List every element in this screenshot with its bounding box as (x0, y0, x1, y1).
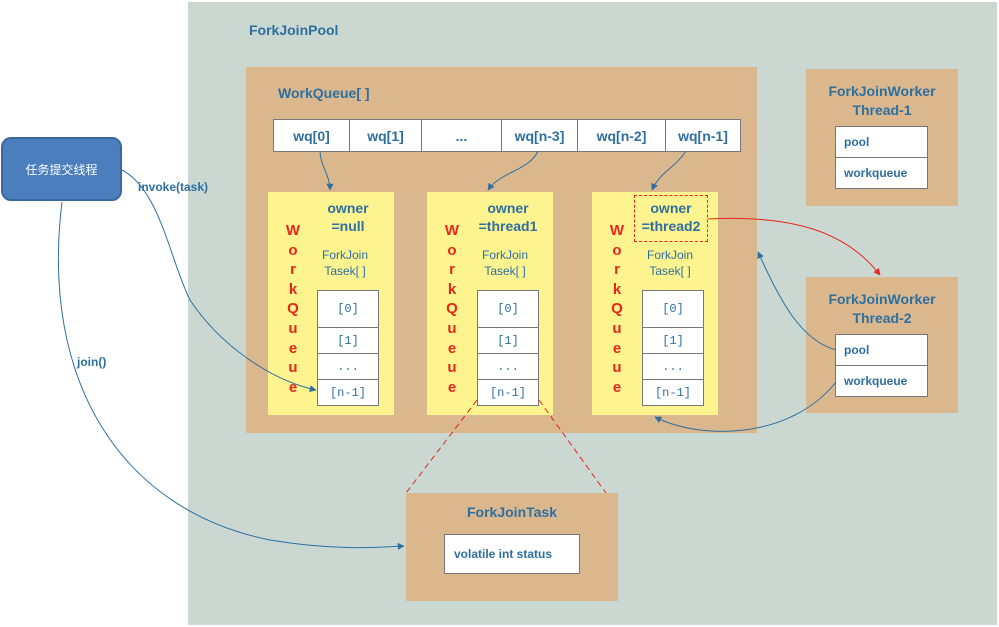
task-slot: ... (642, 353, 704, 380)
array-cell-wq0: wq[0] (273, 119, 350, 152)
workqueue-3-tasks-label: ForkJoin Tasek[ ] (646, 248, 693, 278)
array-cell-wq-n1: wq[n-1] (665, 119, 741, 152)
connector-pool-to-queue3 (757, 251, 837, 351)
worker-thread-2-title: ForkJoinWorker Thread-2 (828, 291, 936, 326)
task-slot: [0] (642, 290, 704, 328)
connector-invoke (121, 169, 317, 393)
task-slot: ... (317, 353, 379, 380)
expand-line-right (538, 399, 607, 494)
connector-wqn1-to-queue3 (651, 150, 687, 191)
connector-wqn3-to-queue2 (487, 150, 539, 191)
connector-wq0-to-queue1 (319, 150, 334, 191)
task-slot: [n-1] (642, 379, 704, 406)
forkjointask-status-field: volatile int status (444, 534, 580, 574)
connector-owner-to-thread2 (707, 217, 881, 276)
join-edge-label: join() (77, 355, 107, 369)
connector-join (58, 201, 405, 550)
workqueue-1-owner: owner =null (327, 200, 369, 234)
invoke-edge-label: invoke(task) (138, 180, 209, 194)
worker-thread-1-fields: pool workqueue (835, 126, 928, 189)
workqueue-array-row: wq[0] wq[1] ... wq[n-3] wq[n-2] wq[n-1] (273, 119, 741, 152)
workqueue-1-slots: [0] [1] ... [n-1] (317, 290, 379, 406)
workqueue-array-title: WorkQueue[ ] (278, 85, 370, 101)
array-cell-wq-n3: wq[n-3] (501, 119, 578, 152)
task-slot: [1] (317, 327, 379, 354)
forkjointask-title: ForkJoinTask (467, 504, 557, 520)
task-slot: [n-1] (477, 379, 539, 406)
worker-field-workqueue: workqueue (835, 365, 928, 397)
worker-field-workqueue: workqueue (835, 157, 928, 189)
task-slot: [0] (477, 290, 539, 328)
workqueue-1-tasks-label: ForkJoin Tasek[ ] (321, 248, 368, 278)
task-slot: [1] (477, 327, 539, 354)
task-slot: [0] (317, 290, 379, 328)
task-submitter-thread: 任务提交线程 (1, 137, 122, 201)
workqueue-2-slots: [0] [1] ... [n-1] (477, 290, 539, 406)
array-cell-ellipsis: ... (421, 119, 502, 152)
expand-line-left (405, 399, 478, 494)
workqueue-2-owner: owner =thread1 (478, 200, 538, 234)
array-cell-wq1: wq[1] (349, 119, 422, 152)
array-cell-wq-n2: wq[n-2] (577, 119, 666, 152)
worker-thread-1-title: ForkJoinWorker Thread-1 (828, 83, 936, 118)
task-slot: [n-1] (317, 379, 379, 406)
workqueue-3-owner: owner =thread2 (634, 195, 708, 242)
worker-field-pool: pool (835, 126, 928, 158)
task-slot: [1] (642, 327, 704, 354)
workqueue-3-slots: [0] [1] ... [n-1] (642, 290, 704, 406)
worker-thread-2-fields: pool workqueue (835, 334, 928, 397)
connector-workqueue-to-queue3 (654, 381, 837, 432)
worker-field-pool: pool (835, 334, 928, 366)
workqueue-2-tasks-label: ForkJoin Tasek[ ] (481, 248, 528, 278)
forkjoinpool-title: ForkJoinPool (249, 22, 339, 38)
